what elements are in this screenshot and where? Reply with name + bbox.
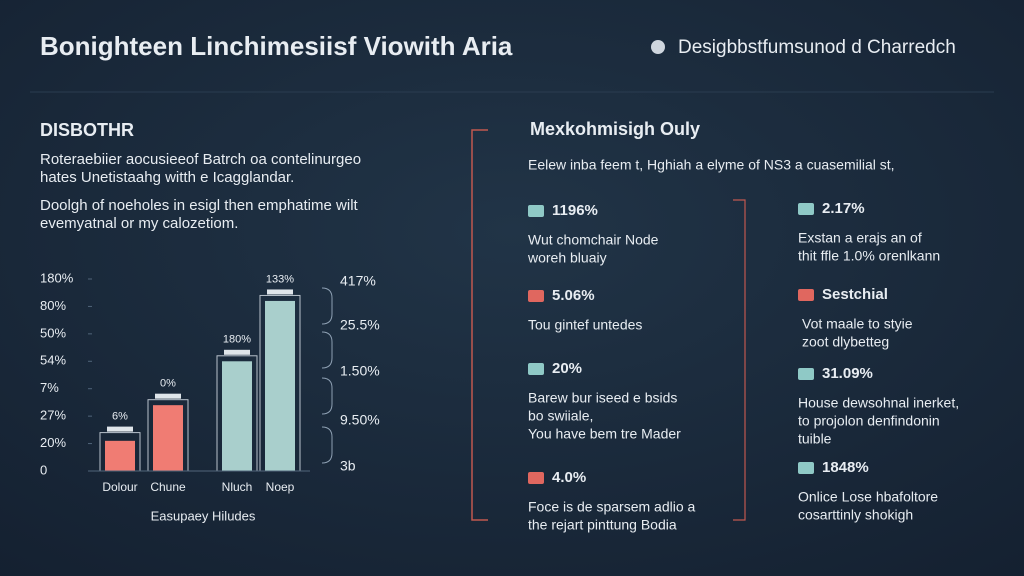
item-stat: 1848%: [822, 459, 869, 476]
bar-label: 0%: [160, 378, 176, 390]
y-tick-label: 80%: [40, 298, 66, 313]
item-text: Onlice Lose hbafoltore: [798, 489, 938, 505]
item-text: to projolon denfindonin: [798, 413, 940, 429]
bar-cap: [155, 393, 181, 399]
item-icon: [528, 472, 544, 484]
bracket: [471, 129, 488, 521]
item-text: thit ffle 1.0% orenlkann: [798, 248, 940, 264]
item-stat: Sestchial: [822, 286, 888, 303]
bar: [222, 361, 252, 471]
y-tick-label: 180%: [40, 270, 74, 285]
subtitle: Desigbbstfumsunod d Charredch: [678, 37, 956, 58]
right-label: 417%: [340, 273, 376, 289]
bar-label: 6%: [112, 411, 128, 423]
item-text: bo swiiale,: [528, 408, 593, 424]
brace: [321, 426, 333, 464]
item-text: the rejart pinttung Bodia: [528, 517, 677, 533]
y-tick-label: 54%: [40, 353, 66, 368]
item-text: Foce is de sparsem adlio a: [528, 499, 696, 515]
x-tick-label: Dolour: [102, 480, 137, 494]
item-icon: [528, 290, 544, 302]
item-icon: [798, 203, 814, 215]
brace: [321, 287, 333, 325]
item-icon: [528, 205, 544, 217]
item-icon: [798, 368, 814, 380]
bar-cap: [107, 426, 133, 432]
item-stat: 1196%: [552, 202, 598, 219]
bar: [105, 440, 135, 471]
right-label: 1.50%: [340, 363, 380, 379]
bar: [265, 300, 295, 471]
x-tick-label: Nluch: [222, 480, 253, 494]
y-tick-label: 27%: [40, 408, 66, 423]
title: Bonighteen Linchimesiisf Viowith Aria: [40, 31, 513, 61]
y-tick-label: 0: [40, 462, 47, 477]
y-tick-label: 50%: [40, 325, 66, 340]
y-tick-label: 20%: [40, 435, 66, 450]
item-icon: [798, 289, 814, 301]
x-axis-label: Easupaey Hiludes: [151, 508, 256, 523]
paragraph-line: evemyatnal or my calozetiom.: [40, 215, 238, 232]
right-label: 3b: [340, 458, 356, 474]
item-stat: 31.09%: [822, 365, 873, 382]
item-text: Exstan a erajs an of: [798, 230, 922, 246]
item-icon: [528, 363, 544, 375]
right-label: 9.50%: [340, 412, 380, 428]
bar-label: 133%: [266, 273, 294, 285]
item-stat: 4.0%: [552, 469, 586, 486]
paragraph-line: Roteraebiier aocusieeof Batrch oa contel…: [40, 151, 361, 168]
item-text: tuible: [798, 431, 832, 447]
item-text: cosarttinly shokigh: [798, 507, 913, 523]
logo-icon: [651, 40, 665, 54]
right-label: 25.5%: [340, 317, 380, 333]
item-text: Tou gintef untedes: [528, 317, 642, 333]
item-text: You have bem tre Mader: [528, 426, 681, 442]
brace: [321, 377, 333, 415]
bracket: [733, 199, 746, 521]
item-text: zoot dlybetteg: [802, 334, 889, 350]
item-text: woreh bluaiy: [527, 250, 607, 266]
x-tick-label: Chune: [150, 480, 186, 494]
item-text: Vot maale to styie: [802, 316, 913, 332]
paragraph-line: hates Unetistaahg witth e Icagglandar.: [40, 169, 294, 186]
bar-label: 180%: [223, 334, 251, 346]
x-tick-label: Noep: [266, 480, 295, 494]
panel-heading: Mexkohmisigh Ouly: [530, 119, 700, 139]
brace: [321, 331, 333, 369]
item-stat: 20%: [552, 360, 582, 377]
panel-intro: Eelew inba feem t, Hghiah a elyme of NS3…: [528, 157, 895, 173]
item-stat: 2.17%: [822, 200, 865, 217]
bar-cap: [267, 289, 293, 295]
item-text: Wut chomchair Node: [528, 232, 659, 248]
item-text: House dewsohnal inerket,: [798, 395, 959, 411]
paragraph-line: Doolgh of noeholes in esigl then emphati…: [40, 197, 359, 214]
bar: [153, 405, 183, 471]
bar-cap: [224, 349, 250, 355]
left-heading: DISBOTHR: [40, 120, 134, 140]
item-stat: 5.06%: [552, 287, 595, 304]
item-icon: [798, 462, 814, 474]
item-text: Barew bur iseed e bsids: [528, 390, 677, 406]
y-tick-label: 7%: [40, 380, 59, 395]
